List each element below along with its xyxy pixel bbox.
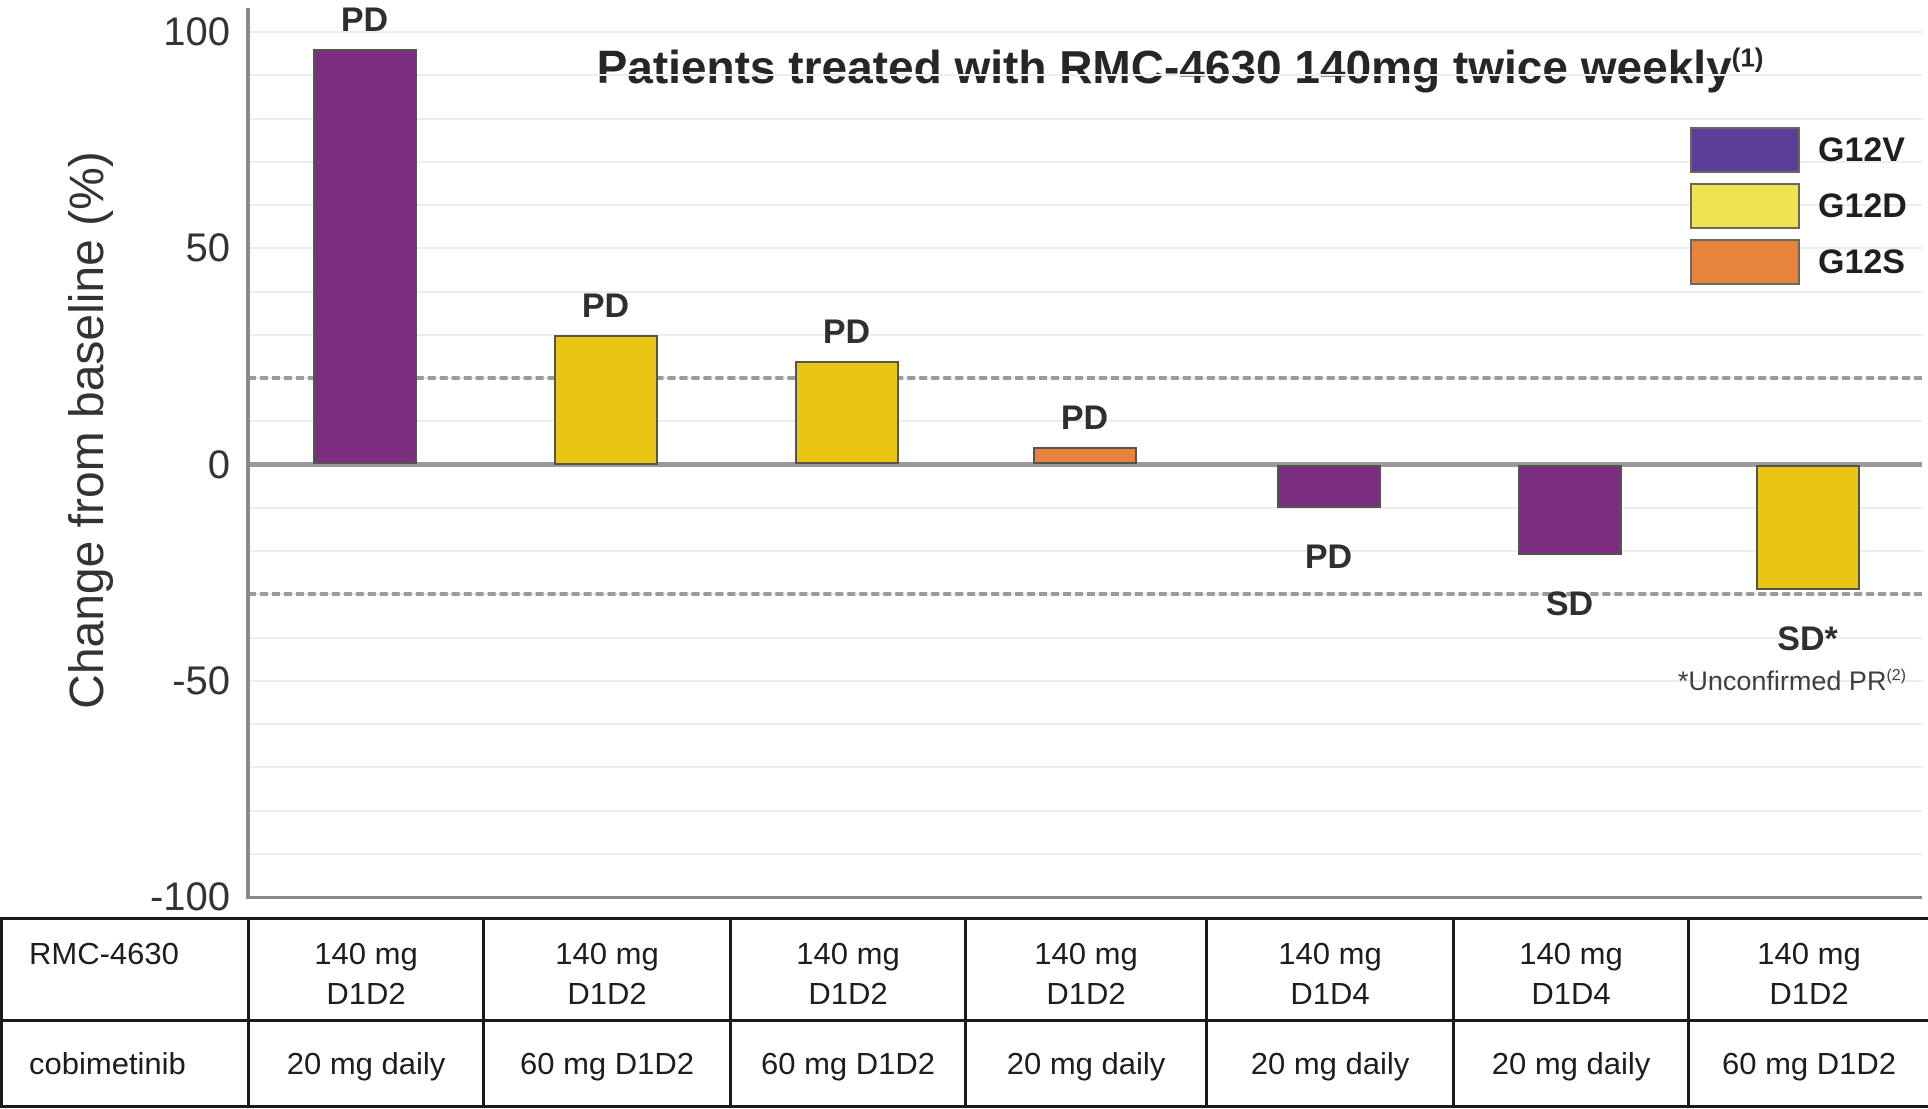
grid-line bbox=[248, 809, 1922, 812]
bar-g12d-2 bbox=[553, 334, 658, 465]
table-cell: 140 mg D1D2 bbox=[1687, 917, 1928, 1022]
grid-line bbox=[248, 550, 1922, 552]
bar-g12v-6 bbox=[1517, 464, 1622, 556]
table-cell: 60 mg D1D2 bbox=[1687, 1019, 1928, 1108]
bar-response-label: PD bbox=[581, 286, 630, 325]
grid-line bbox=[248, 74, 1922, 77]
y-axis-title: Change from baseline (%) bbox=[61, 151, 114, 709]
legend-label: G12S bbox=[1818, 242, 1905, 281]
grid-line bbox=[248, 679, 1922, 682]
grid-line bbox=[248, 117, 1922, 120]
grid-line bbox=[248, 636, 1922, 639]
bar-response-label: PD bbox=[1060, 399, 1109, 438]
bar-g12v-1 bbox=[312, 49, 417, 465]
bar-response-label: PD bbox=[822, 312, 871, 351]
legend-label: G12V bbox=[1818, 130, 1905, 169]
table-cell: 20 mg daily bbox=[1205, 1019, 1455, 1108]
table-cell: 140 mg D1D2 bbox=[482, 917, 732, 1022]
bar-g12v-5 bbox=[1276, 464, 1381, 508]
grid-line bbox=[248, 31, 1922, 33]
y-tick-label: 0 bbox=[207, 442, 230, 487]
table-cell: 20 mg daily bbox=[964, 1019, 1208, 1108]
bar-g12d-3 bbox=[794, 360, 899, 465]
reference-line bbox=[248, 592, 1922, 597]
grid-line bbox=[248, 420, 1922, 423]
legend-swatch-g12d bbox=[1690, 183, 1800, 229]
y-tick-label: 100 bbox=[163, 10, 230, 54]
chart-title-text: Patients treated with RMC-4630 140mg twi… bbox=[596, 41, 1732, 93]
footnote-text: *Unconfirmed PR bbox=[1677, 666, 1887, 696]
legend-swatch-g12s bbox=[1690, 239, 1800, 285]
legend-label: G12D bbox=[1818, 186, 1907, 225]
bar-response-label: PD bbox=[1304, 537, 1353, 576]
grid-line bbox=[248, 204, 1922, 206]
grid-line bbox=[248, 506, 1922, 509]
y-tick-label: -100 bbox=[149, 875, 230, 919]
table-row-header: cobimetinib bbox=[0, 1019, 250, 1108]
legend-item-g12v: G12V bbox=[1690, 127, 1907, 173]
y-axis-line bbox=[246, 8, 250, 897]
y-tick-label: 50 bbox=[185, 226, 231, 271]
grid-line bbox=[248, 852, 1922, 855]
table-row-cobimetinib: cobimetinib 20 mg daily 60 mg D1D2 60 mg D1… bbox=[0, 1019, 1928, 1108]
table-cell: 140 mg D1D2 bbox=[247, 917, 485, 1022]
bar-response-label: SD* bbox=[1777, 619, 1838, 658]
table-cell: 140 mg D1D2 bbox=[729, 917, 967, 1022]
table-cell: 60 mg D1D2 bbox=[482, 1019, 732, 1108]
legend-item-g12d: G12D bbox=[1690, 183, 1907, 229]
zero-baseline bbox=[248, 462, 1922, 467]
grid-line bbox=[248, 290, 1922, 293]
grid-line bbox=[248, 333, 1922, 336]
legend-item-g12s: G12S bbox=[1690, 239, 1907, 285]
legend-swatch-g12v bbox=[1690, 127, 1800, 173]
bar-g12d-7 bbox=[1755, 464, 1860, 590]
table-row-rmc-4630: RMC-4630 140 mg D1D2 140 mg D1D2 140 mg D1D2 14… bbox=[0, 917, 1928, 1022]
bar-response-label: SD bbox=[1545, 585, 1594, 624]
table-cell: 140 mg D1D4 bbox=[1205, 917, 1455, 1022]
grid-line bbox=[248, 723, 1922, 725]
footnote: *Unconfirmed PR(2) bbox=[1678, 666, 1906, 697]
chart-title-superscript: (1) bbox=[1731, 42, 1764, 73]
grid-line bbox=[248, 160, 1922, 163]
table-cell: 20 mg daily bbox=[247, 1019, 485, 1108]
grid-line bbox=[248, 247, 1922, 250]
table-cell: 140 mg D1D2 bbox=[964, 917, 1208, 1022]
table-cell: 20 mg daily bbox=[1452, 1019, 1690, 1108]
dose-table: RMC-4630 140 mg D1D2 140 mg D1D2 140 mg D1D2 14… bbox=[0, 917, 1928, 1108]
bar-response-label: PD bbox=[340, 1, 389, 40]
y-tick-label: -50 bbox=[172, 658, 230, 703]
chart-title: Patients treated with RMC-4630 140mg twi… bbox=[440, 40, 1920, 94]
table-row-header: RMC-4630 bbox=[0, 917, 250, 1022]
x-axis-line bbox=[246, 896, 1922, 899]
bar-g12s-4 bbox=[1032, 447, 1137, 465]
grid-line bbox=[248, 766, 1922, 769]
table-cell: 60 mg D1D2 bbox=[729, 1019, 967, 1108]
footnote-superscript: (2) bbox=[1886, 667, 1906, 684]
reference-line bbox=[248, 376, 1922, 380]
table-cell: 140 mg D1D4 bbox=[1452, 917, 1690, 1022]
legend: G12V G12D G12S bbox=[1690, 127, 1907, 296]
